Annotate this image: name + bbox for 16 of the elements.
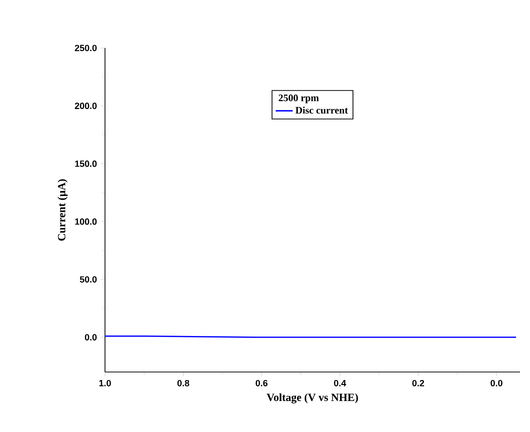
x-tick-label: 0.8 (177, 380, 190, 386)
y-tick-label: 150.0 (75, 160, 97, 167)
y-axis-title: Current (µA) (58, 179, 68, 241)
x-tick-label: 0.2 (412, 380, 424, 386)
x-axis-title: Voltage (V vs NHE) (266, 393, 358, 404)
x-tick-label: 0.6 (256, 380, 268, 386)
y-tick-label: 0.0 (84, 334, 97, 340)
legend-title: 2500 rpm (278, 94, 319, 104)
x-tick-label: 0.0 (490, 380, 502, 386)
x-tick-label: 0.4 (334, 380, 346, 386)
y-tick-label: 50.0 (80, 276, 97, 283)
legend-label: Disc current (295, 106, 348, 114)
y-tick-label: 100.0 (75, 218, 97, 225)
y-tick-label: 250.0 (74, 44, 97, 52)
x-tick-label: 1.0 (99, 380, 111, 386)
y-tick-label: 200.0 (74, 102, 97, 110)
